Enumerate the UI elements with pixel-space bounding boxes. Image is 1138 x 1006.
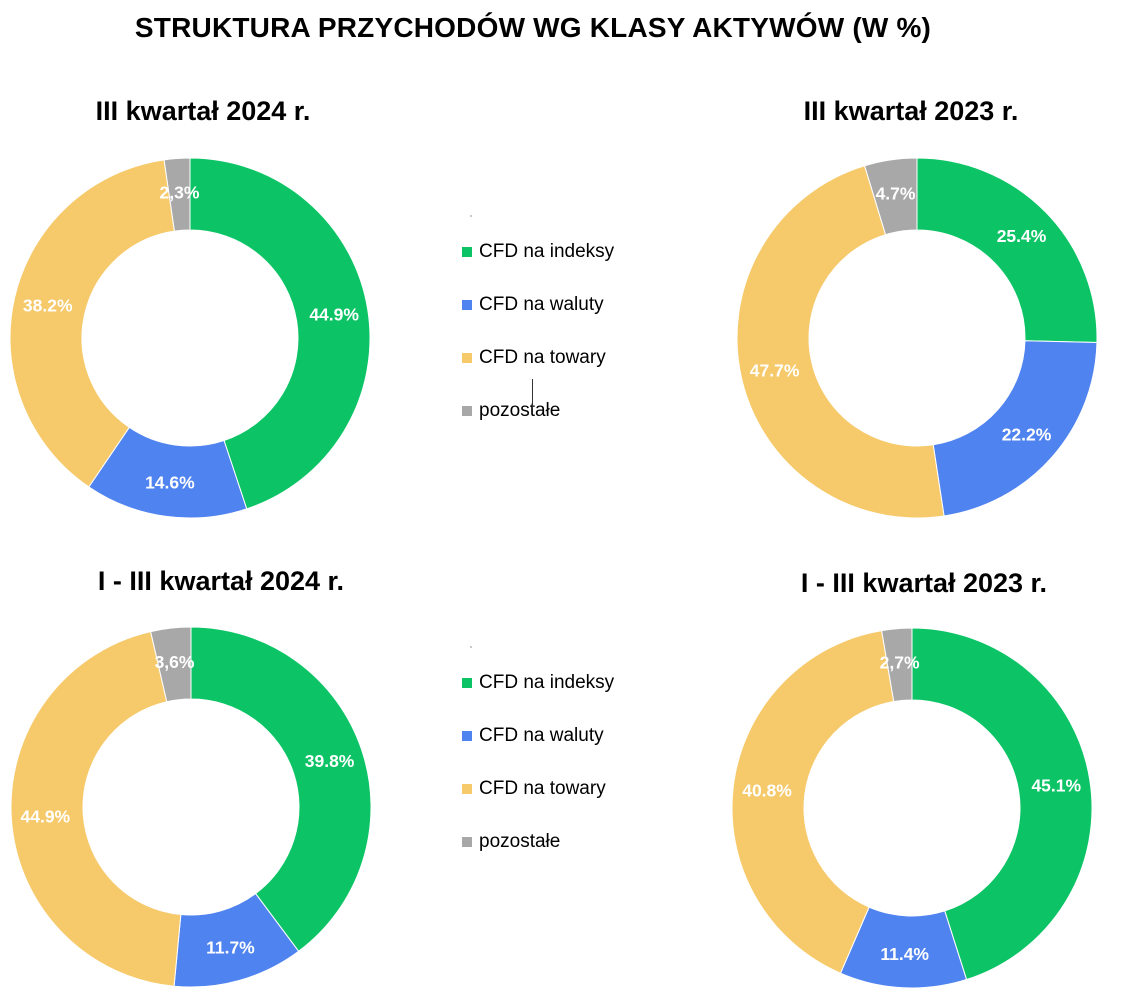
donut-slice-cfd-na-towary: [731, 630, 895, 974]
donut-slice-cfd-na-towary: [736, 165, 945, 519]
donut-data-label: 2,3%: [160, 182, 200, 202]
legend-label: CFD na towary: [479, 778, 606, 799]
page-title: STRUKTURA PRZYCHODÓW WG KLASY AKTYWÓW (W…: [134, 12, 932, 43]
donut-data-label: 39.8%: [305, 751, 355, 771]
legend-swatch-indeksy: [462, 678, 472, 688]
chart-title-q3-2024: III kwartał 2024 r.: [95, 96, 311, 126]
donut-data-label: 3,6%: [155, 652, 195, 672]
legend-swatch-indeksy: [462, 247, 472, 257]
legend-item-pozostale: pozostałe: [462, 400, 560, 422]
legend-marker-dot: [470, 646, 472, 648]
legend-marker-dot: [470, 215, 472, 217]
chart-title-q3-2023: III kwartał 2023 r.: [803, 96, 1019, 126]
legend-item-indeksy: CFD na indeksy: [462, 672, 614, 694]
legend-label: CFD na indeksy: [479, 241, 615, 262]
donut-data-label: 38.2%: [23, 295, 73, 315]
donut-slice-cfd-na-towary: [10, 630, 182, 987]
donut-data-label: 44.9%: [309, 305, 359, 325]
donut-slice-cfd-na-indeksy: [916, 157, 1098, 344]
donut-slice-pozostałe: [163, 157, 191, 232]
legend-item-indeksy: CFD na indeksy: [462, 241, 614, 263]
donut-chart-q3-2023: 25.4% 22.2% 47.7% 4.7%: [736, 157, 1098, 519]
donut-slice-pozostałe: [863, 157, 918, 236]
donut-chart-q3-2024: 44.9% 14.6% 38.2% 2,3%: [9, 157, 371, 519]
legend-label: CFD na waluty: [479, 725, 604, 746]
legend-item-waluty: CFD na waluty: [462, 725, 604, 747]
donut-data-label: 11.7%: [206, 938, 255, 958]
legend-swatch-pozostale: [462, 406, 472, 416]
donut-chart-q1-q3-2024: 39.8% 11.7% 44.9% 3,6%: [10, 626, 372, 988]
legend-item-towary: CFD na towary: [462, 778, 606, 800]
donut-data-label: 4.7%: [876, 184, 916, 204]
donut-data-label: 47.7%: [750, 360, 800, 380]
donut-chart-q1-q3-2023: 45.1% 11.4% 40.8% 2,7%: [731, 627, 1093, 989]
legend-label: CFD na waluty: [479, 294, 604, 315]
donut-data-label: 44.9%: [21, 807, 71, 827]
legend-swatch-towary: [462, 784, 472, 794]
legend-top: CFD na indeksy CFD na waluty CFD na towa…: [462, 215, 662, 431]
donut-slice-cfd-na-towary: [9, 159, 176, 488]
donut-data-label: 14.6%: [145, 473, 195, 493]
donut-slice-cfd-na-indeksy: [911, 627, 1093, 981]
donut-slice-pozostałe: [881, 627, 913, 703]
donut-slice-pozostałe: [150, 626, 192, 703]
chart-title-q1-q3-2023: I - III kwartał 2023 r.: [800, 568, 1048, 598]
donut-slice-cfd-na-indeksy: [190, 626, 372, 952]
legend-label: pozostałe: [479, 831, 561, 852]
legend-label: CFD na indeksy: [479, 672, 615, 693]
legend-swatch-waluty: [462, 731, 472, 741]
legend-item-waluty: CFD na waluty: [462, 294, 604, 316]
legend-bottom: CFD na indeksy CFD na waluty CFD na towa…: [462, 646, 662, 862]
legend-label: CFD na towary: [479, 347, 606, 368]
legend-item-towary: CFD na towary: [462, 347, 606, 369]
legend-swatch-towary: [462, 353, 472, 363]
donut-data-label: 25.4%: [997, 226, 1047, 246]
donut-slice-cfd-na-indeksy: [189, 157, 371, 510]
donut-data-label: 45.1%: [1031, 776, 1081, 796]
donut-data-label: 40.8%: [742, 781, 792, 801]
donut-data-label: 2,7%: [880, 653, 920, 673]
legend-label: pozostałe: [479, 400, 561, 421]
legend-swatch-waluty: [462, 300, 472, 310]
legend-swatch-pozostale: [462, 837, 472, 847]
donut-data-label: 22.2%: [1002, 425, 1052, 445]
donut-data-label: 11.4%: [880, 944, 929, 964]
chart-title-q1-q3-2024: I - III kwartał 2024 r.: [97, 566, 345, 596]
donut-slice-cfd-na-waluty: [932, 340, 1098, 517]
text-cursor: [532, 379, 533, 409]
legend-item-pozostale: pozostałe: [462, 831, 560, 853]
